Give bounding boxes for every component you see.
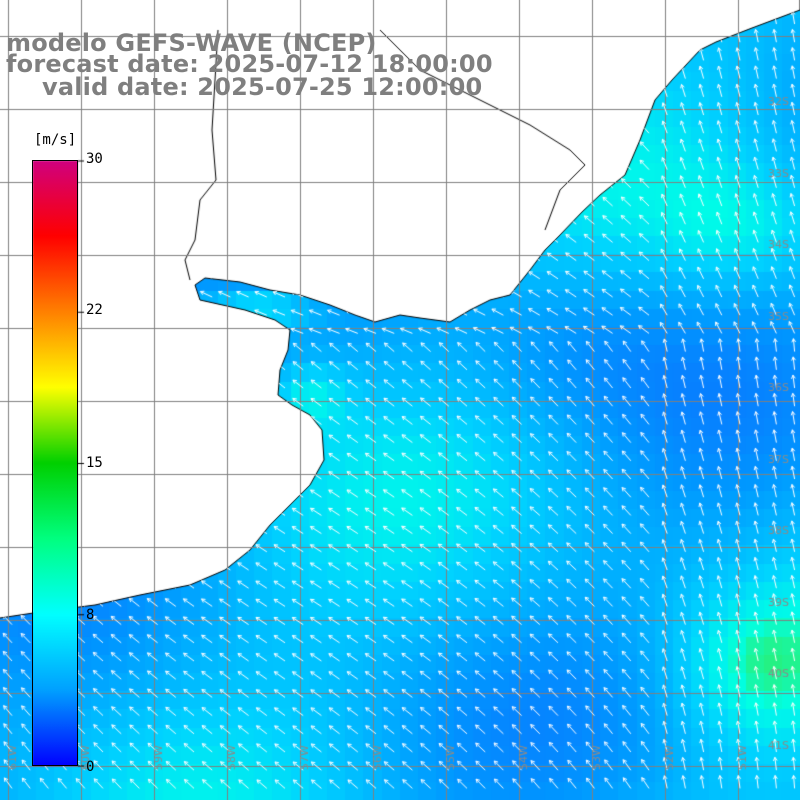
title-model: modelo GEFS-WAVE (NCEP)	[6, 29, 377, 57]
colorbar-tick-0: 0	[86, 759, 95, 775]
colorbar	[32, 160, 78, 766]
title-forecast-date: forecast date: 2025-07-12 18:00:00	[6, 50, 493, 78]
title-valid-date: valid date: 2025-07-25 12:00:00	[42, 73, 483, 101]
colorbar-tick-8: 8	[86, 607, 95, 623]
colorbar-tick-15: 15	[86, 455, 103, 471]
colorbar-tick-22: 22	[86, 302, 103, 318]
colorbar-tick-30: 30	[86, 151, 103, 167]
colorbar-unit: [m/s]	[34, 132, 77, 148]
